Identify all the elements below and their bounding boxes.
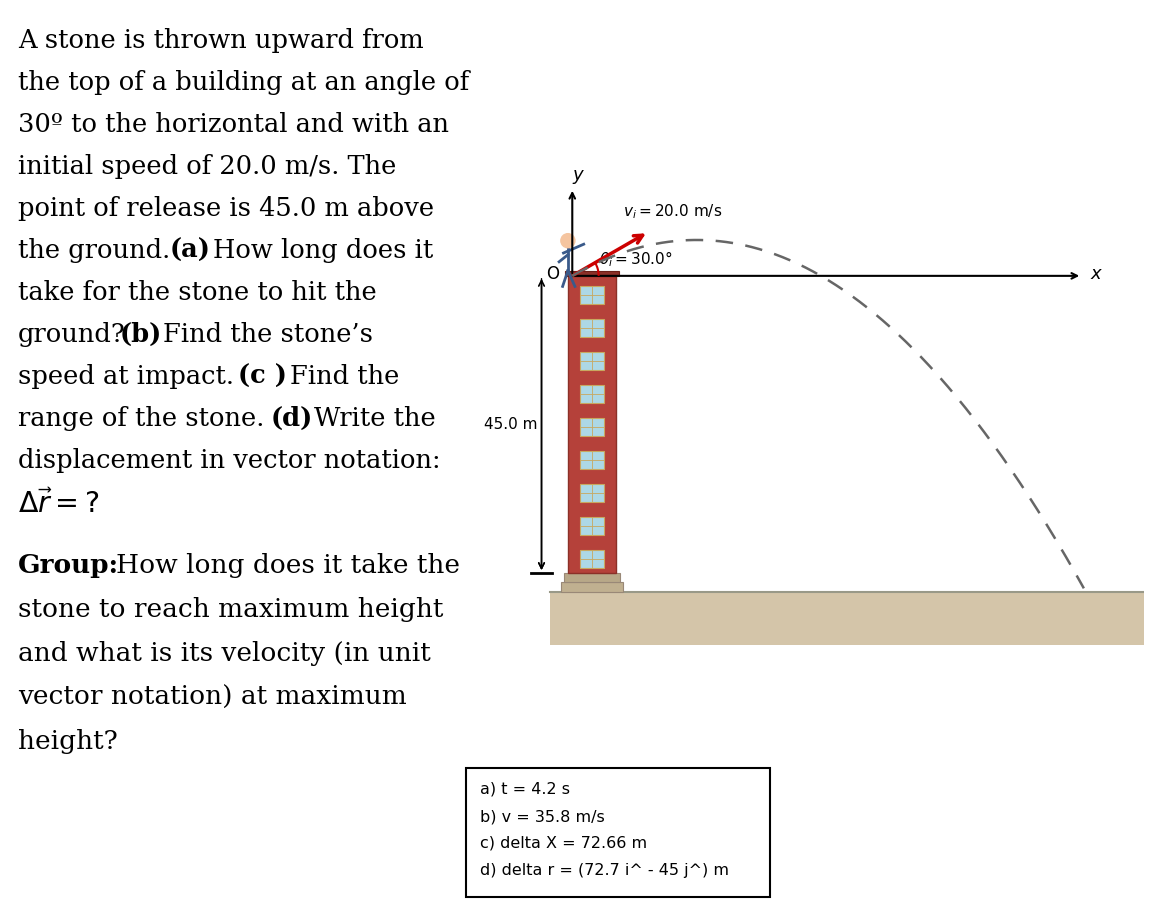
- Polygon shape: [580, 286, 605, 304]
- Text: (b): (b): [120, 322, 162, 347]
- Text: take for the stone to hit the: take for the stone to hit the: [18, 280, 377, 305]
- Text: (a): (a): [170, 238, 211, 263]
- Text: How long does it: How long does it: [214, 238, 433, 263]
- Polygon shape: [580, 484, 605, 501]
- Polygon shape: [580, 319, 605, 337]
- Text: the ground.: the ground.: [18, 238, 170, 263]
- Text: Write the: Write the: [314, 406, 435, 431]
- Text: Group:: Group:: [18, 553, 119, 578]
- Text: $\Delta\vec{r} = ?$: $\Delta\vec{r} = ?$: [18, 490, 99, 519]
- Polygon shape: [551, 592, 1144, 645]
- Text: vector notation) at maximum: vector notation) at maximum: [18, 685, 407, 710]
- Text: c) delta X = 72.66 m: c) delta X = 72.66 m: [480, 836, 648, 851]
- Text: the top of a building at an angle of: the top of a building at an angle of: [18, 70, 469, 95]
- Text: A stone is thrown upward from: A stone is thrown upward from: [18, 28, 424, 53]
- Text: initial speed of 20.0 m/s. The: initial speed of 20.0 m/s. The: [18, 154, 397, 179]
- Text: (c ): (c ): [238, 364, 287, 389]
- Text: displacement in vector notation:: displacement in vector notation:: [18, 448, 441, 473]
- Text: height?: height?: [18, 729, 118, 754]
- Text: and what is its velocity (in unit: and what is its velocity (in unit: [18, 641, 431, 666]
- Text: y: y: [572, 166, 582, 184]
- FancyBboxPatch shape: [466, 768, 770, 897]
- Text: 30º to the horizontal and with an: 30º to the horizontal and with an: [18, 112, 449, 137]
- Text: range of the stone.: range of the stone.: [18, 406, 265, 431]
- Polygon shape: [580, 451, 605, 468]
- Text: $\theta_i = 30.0°$: $\theta_i = 30.0°$: [599, 249, 672, 269]
- Text: b) v = 35.8 m/s: b) v = 35.8 m/s: [480, 809, 605, 824]
- Text: speed at impact.: speed at impact.: [18, 364, 235, 389]
- Polygon shape: [561, 582, 623, 592]
- Polygon shape: [580, 385, 605, 403]
- Text: a) t = 4.2 s: a) t = 4.2 s: [480, 782, 569, 797]
- Polygon shape: [580, 352, 605, 370]
- Polygon shape: [580, 517, 605, 534]
- Text: Find the: Find the: [291, 364, 399, 389]
- Text: (d): (d): [271, 406, 314, 431]
- Text: ground?: ground?: [18, 322, 126, 347]
- Text: 45.0 m: 45.0 m: [483, 417, 537, 432]
- Polygon shape: [565, 271, 619, 275]
- Polygon shape: [580, 550, 605, 567]
- Polygon shape: [580, 418, 605, 436]
- Text: Find the stone’s: Find the stone’s: [163, 322, 373, 347]
- Polygon shape: [565, 573, 620, 582]
- Polygon shape: [568, 275, 616, 573]
- Circle shape: [561, 233, 575, 248]
- Text: $v_i = 20.0\ \mathrm{m/s}$: $v_i = 20.0\ \mathrm{m/s}$: [623, 202, 722, 221]
- Text: O: O: [546, 265, 559, 283]
- Text: stone to reach maximum height: stone to reach maximum height: [18, 597, 443, 622]
- Text: point of release is 45.0 m above: point of release is 45.0 m above: [18, 196, 434, 221]
- Text: x: x: [1091, 265, 1102, 283]
- Text: d) delta r = (72.7 i^ - 45 j^) m: d) delta r = (72.7 i^ - 45 j^) m: [480, 863, 729, 878]
- Text: How long does it take the: How long does it take the: [116, 553, 460, 578]
